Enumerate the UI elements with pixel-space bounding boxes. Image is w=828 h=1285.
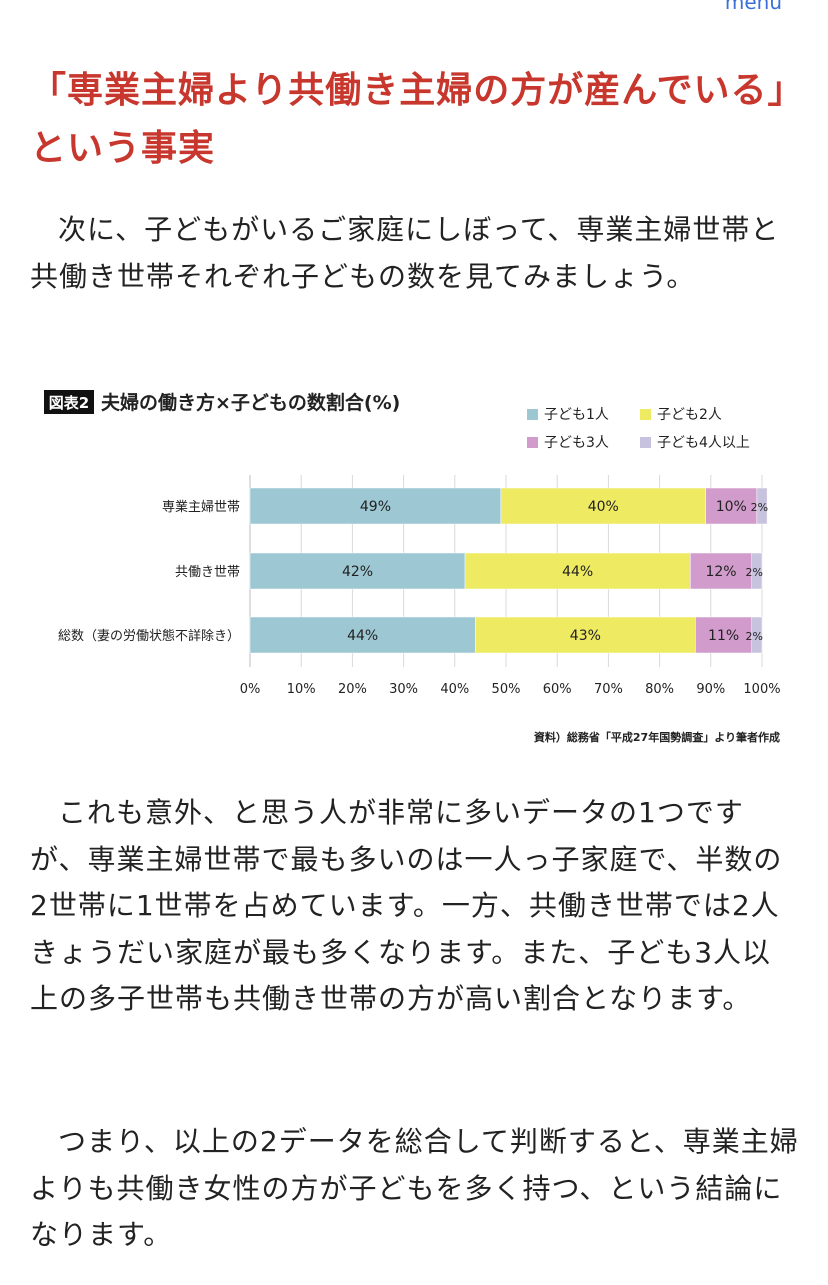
data-label: 43% — [570, 628, 601, 644]
data-label: 42% — [342, 564, 373, 580]
legend-label: 子ども1人 — [544, 407, 609, 423]
chart-source: 資料）総務省「平成27年国勢調査」より筆者作成 — [534, 730, 780, 744]
legend-label: 子ども4人以上 — [657, 435, 750, 451]
data-label: 2% — [746, 566, 763, 579]
paragraph-conclusion: つまり、以上の2データを総合して判断すると、専業主婦よりも共働き女性の方が子ども… — [30, 1125, 799, 1251]
section-heading: 「専業主婦より共働き主婦の方が産んでいる」という事実 — [30, 70, 787, 169]
data-label: 10% — [716, 499, 747, 515]
paragraph-intro: 次に、子どもがいるご家庭にしぼって、専業主婦世帯と共働き世帯それぞれ子どもの数を… — [30, 213, 780, 293]
data-label: 2% — [746, 630, 763, 643]
bar-segment — [756, 487, 768, 525]
category-label: 共働き世帯 — [175, 565, 240, 580]
legend-swatch — [640, 409, 651, 420]
bar-segment — [249, 616, 476, 654]
bar-segment — [751, 616, 763, 654]
chart-title: 夫婦の働き方×子どもの数割合(%) — [101, 391, 400, 414]
x-tick-label: 30% — [389, 682, 418, 697]
x-tick-label: 50% — [492, 682, 521, 697]
chart-badge-box — [44, 390, 94, 414]
data-label: 40% — [588, 499, 619, 515]
chart-badge: 図表2 — [49, 394, 89, 412]
category-label: 総数（妻の労働状態不詳除き） — [58, 628, 240, 644]
x-tick-label: 90% — [696, 682, 725, 697]
x-tick-label: 40% — [440, 682, 469, 697]
legend-label: 子ども2人 — [657, 407, 722, 423]
menu-link[interactable]: menu — [724, 0, 782, 14]
data-label: 2% — [751, 501, 768, 514]
legend-swatch — [527, 437, 538, 448]
paragraph-analysis: これも意外、と思う人が非常に多いデータの1つですが、専業主婦世帯で最も多いのは一… — [30, 796, 783, 1015]
data-label: 49% — [360, 499, 391, 515]
x-tick-label: 60% — [543, 682, 572, 697]
bar-segment — [249, 487, 502, 525]
chart-x-ticks: 0% 10% 20% 30% 40% 50% 60% 70% 80% 90% 100% — [240, 682, 781, 697]
data-label: 44% — [562, 564, 593, 580]
bar-segment — [690, 552, 753, 590]
bar-segment — [751, 552, 763, 590]
bar-segment — [475, 616, 696, 654]
chart-bars: 49% 40% 10% 2% 42% 44% 12% 2% 44% 43% 11% 2% — [249, 487, 768, 654]
x-tick-label: 100% — [743, 682, 780, 697]
legend-swatch — [640, 437, 651, 448]
bar-segment — [695, 616, 753, 654]
bar-segment — [464, 552, 691, 590]
bar-segment — [705, 487, 758, 525]
legend-label: 子ども3人 — [544, 435, 609, 451]
x-tick-label: 80% — [645, 682, 674, 697]
category-label: 専業主婦世帯 — [162, 499, 240, 515]
data-label: 12% — [705, 564, 736, 580]
data-label: 11% — [708, 628, 739, 644]
x-tick-label: 10% — [287, 682, 316, 697]
x-tick-label: 0% — [240, 682, 261, 697]
legend-swatch — [527, 409, 538, 420]
chart-figure: 図表2 夫婦の働き方×子どもの数割合(%) 子ども1人 子ども2人 子ども3人 子ども… — [30, 375, 800, 750]
data-label: 44% — [347, 628, 378, 644]
x-tick-label: 70% — [594, 682, 623, 697]
x-tick-label: 20% — [338, 682, 367, 697]
bar-segment — [249, 552, 466, 590]
